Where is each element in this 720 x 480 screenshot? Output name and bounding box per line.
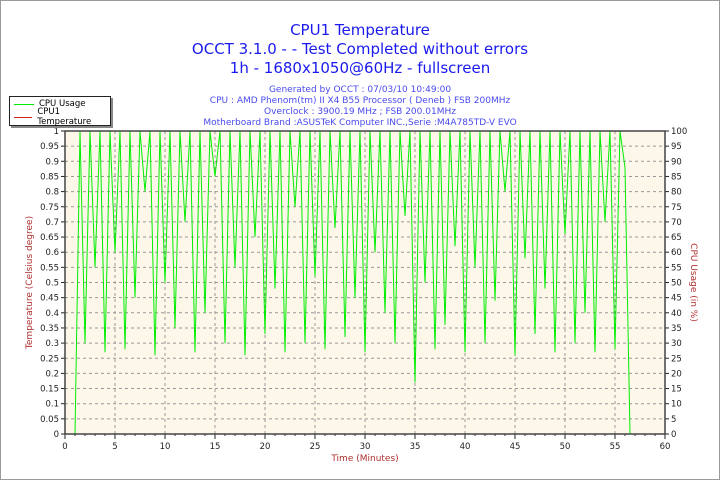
x-tick-label: 40: [460, 442, 471, 452]
y-right-tick-label: 30: [671, 339, 682, 349]
y-left-tick-label: 0.65: [40, 233, 59, 243]
y-right-tick-label: 70: [671, 218, 682, 228]
y-left-tick-label: 0.95: [40, 142, 59, 152]
y-left-axis-label: Temperature (Celsius degree): [25, 216, 35, 350]
y-left-tick-label: 0.45: [40, 294, 59, 304]
y-left-tick-label: 0.4: [45, 309, 59, 319]
y-left-tick-label: 1: [54, 127, 59, 137]
legend-entry-cpu-usage: CPU Usage: [14, 98, 85, 110]
x-tick-label: 5: [112, 442, 117, 452]
y-right-tick-label: 75: [671, 203, 682, 213]
y-right-tick-label: 0: [671, 430, 676, 440]
legend-entry-cpu1-temperature: CPU1 Temperature: [14, 107, 110, 127]
chart-title-line-3: 1h - 1680x1050@60Hz - fullscreen: [229, 59, 491, 77]
y-left-tick-label: 0.15: [40, 385, 59, 395]
y-right-tick-label: 5: [671, 415, 676, 425]
y-left-tick-label: 0.2: [45, 369, 59, 379]
x-tick-label: 20: [260, 442, 271, 452]
y-right-tick-label: 10: [671, 400, 682, 410]
y-right-tick-label: 20: [671, 369, 682, 379]
y-left-tick-label: 0: [54, 430, 59, 440]
x-tick-label: 10: [160, 442, 171, 452]
y-right-tick-label: 100: [671, 127, 687, 137]
y-left-tick-label: 0.8: [45, 188, 59, 198]
x-tick-label: 45: [510, 442, 521, 452]
x-tick-label: 50: [560, 442, 571, 452]
x-tick-label: 0: [62, 442, 67, 452]
y-left-tick-label: 0.6: [45, 248, 59, 258]
y-right-tick-label: 15: [671, 385, 682, 395]
y-left-tick-label: 0.05: [40, 415, 59, 425]
y-left-tick-label: 0.7: [45, 218, 59, 228]
y-left-tick-label: 0.85: [40, 172, 59, 182]
subtitle-motherboard: Motherboard Brand :ASUSTeK Computer INC.…: [203, 118, 517, 128]
subtitle-generated: Generated by OCCT : 07/03/10 10:49:00: [268, 85, 452, 95]
y-right-tick-label: 45: [671, 294, 682, 304]
y-left-tick-label: 0.75: [40, 203, 59, 213]
y-right-tick-label: 90: [671, 157, 682, 167]
y-right-tick-label: 85: [671, 172, 682, 182]
y-right-tick-label: 50: [671, 279, 682, 289]
y-right-tick-label: 55: [671, 263, 682, 273]
x-tick-label: 30: [360, 442, 371, 452]
y-left-tick-label: 0.5: [45, 279, 59, 289]
y-right-tick-label: 40: [671, 309, 682, 319]
y-left-tick-label: 0.1: [45, 400, 59, 410]
x-tick-label: 60: [660, 442, 671, 452]
x-axis-label: Time (Minutes): [330, 454, 398, 464]
subtitle-cpu: CPU : AMD Phenom(tm) II X4 B55 Processor…: [209, 96, 511, 106]
y-left-tick-label: 0.55: [40, 263, 59, 273]
series-line-cpu-usage: [65, 130, 631, 435]
legend-swatch: [14, 116, 33, 118]
y-right-tick-label: 95: [671, 142, 682, 152]
y-right-tick-label: 65: [671, 233, 682, 243]
legend-swatch: [14, 103, 34, 105]
legend: CPU Usage CPU1 Temperature: [9, 96, 111, 127]
plot-border: [64, 130, 666, 435]
x-tick-label: 35: [410, 442, 421, 452]
y-left-tick-label: 0.9: [45, 157, 59, 167]
y-left-tick-label: 0.35: [40, 324, 59, 334]
y-right-tick-label: 35: [671, 324, 682, 334]
chart-title-line-2: OCCT 3.1.0 - - Test Completed without er…: [191, 40, 529, 58]
y-right-tick-label: 60: [671, 248, 682, 258]
x-tick-label: 55: [610, 442, 621, 452]
subtitle-overclock: Overclock : 3900.19 MHz ; FSB 200.01MHz: [264, 107, 456, 117]
x-tick-label: 25: [310, 442, 321, 452]
y-right-axis-label: CPU Usage (in %): [688, 243, 698, 322]
y-right-tick-label: 80: [671, 188, 682, 198]
y-left-tick-label: 0.3: [45, 339, 59, 349]
x-tick-label: 15: [210, 442, 221, 452]
y-left-tick-label: 0.25: [40, 354, 59, 364]
y-right-tick-label: 25: [671, 354, 682, 364]
chart-title: CPU1 Temperature: [290, 21, 430, 39]
